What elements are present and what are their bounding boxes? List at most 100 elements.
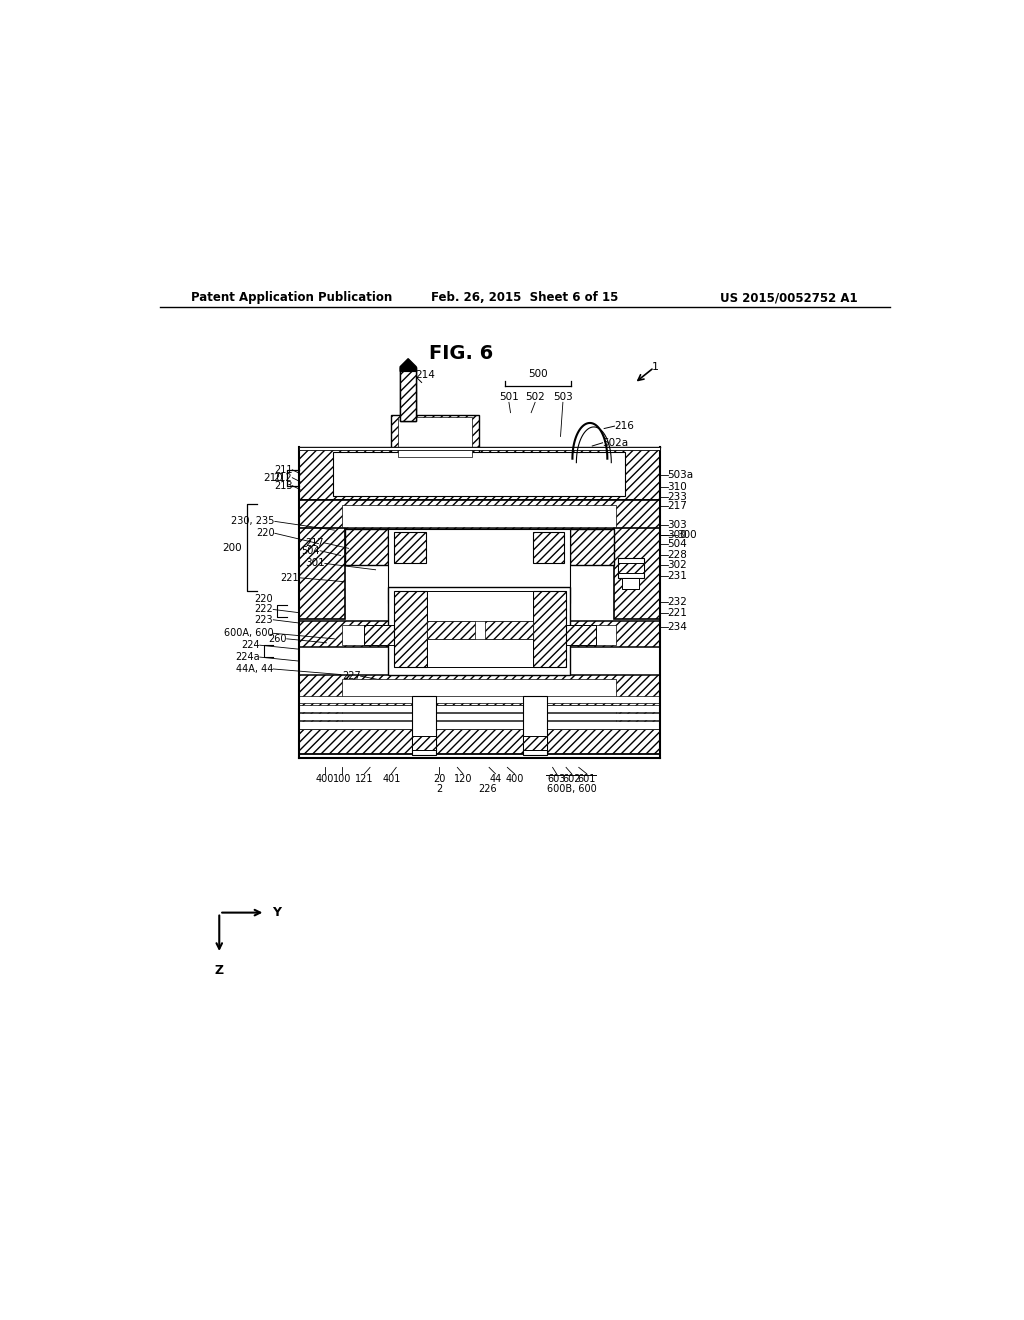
Text: 1: 1 <box>652 363 658 372</box>
Text: 601: 601 <box>578 775 596 784</box>
Bar <box>342 705 616 725</box>
Text: 234: 234 <box>668 622 687 632</box>
Text: 233: 233 <box>668 492 687 502</box>
Text: Patent Application Publication: Patent Application Publication <box>191 292 393 304</box>
Text: 600A, 600: 600A, 600 <box>223 628 273 639</box>
Text: 220: 220 <box>256 528 274 539</box>
Text: 221: 221 <box>668 607 687 618</box>
Text: 300: 300 <box>668 529 687 540</box>
Text: 216: 216 <box>614 421 634 432</box>
Bar <box>618 558 644 578</box>
Bar <box>400 367 416 421</box>
Bar <box>397 417 472 457</box>
Text: 221: 221 <box>280 573 299 582</box>
Bar <box>299 696 659 704</box>
Polygon shape <box>400 359 416 371</box>
Text: 502a: 502a <box>602 438 629 447</box>
Text: 214: 214 <box>416 370 435 380</box>
Text: 121: 121 <box>355 775 374 784</box>
Bar <box>299 675 659 700</box>
Text: 44A, 44: 44A, 44 <box>236 664 273 675</box>
Bar <box>364 626 397 645</box>
Bar <box>485 622 532 639</box>
Bar <box>523 696 547 755</box>
Bar <box>532 532 564 564</box>
Bar <box>613 528 659 619</box>
Text: US 2015/0052752 A1: US 2015/0052752 A1 <box>721 292 858 304</box>
Bar <box>523 735 547 750</box>
Text: 44: 44 <box>489 775 502 784</box>
Text: 501: 501 <box>499 392 519 401</box>
Text: 100: 100 <box>333 775 351 784</box>
Text: 212: 212 <box>273 473 292 483</box>
Text: 503: 503 <box>553 392 572 401</box>
Bar <box>570 529 613 565</box>
Bar <box>563 626 596 645</box>
Text: 228: 228 <box>668 549 687 560</box>
Bar <box>299 701 659 726</box>
Text: 230, 235: 230, 235 <box>231 516 274 527</box>
Bar <box>342 680 616 698</box>
Text: 231: 231 <box>668 572 687 581</box>
Bar <box>412 735 436 750</box>
Text: 603: 603 <box>548 775 565 784</box>
Text: 226: 226 <box>478 784 497 793</box>
Text: 224: 224 <box>241 640 260 651</box>
Text: 401: 401 <box>382 775 400 784</box>
Bar <box>394 532 426 564</box>
Text: 400: 400 <box>505 775 523 784</box>
Text: 400: 400 <box>315 775 334 784</box>
Text: 301: 301 <box>305 558 325 569</box>
Bar <box>391 414 479 458</box>
Text: 213: 213 <box>273 480 292 491</box>
Text: 217: 217 <box>668 502 687 511</box>
Text: 303: 303 <box>668 520 687 531</box>
Text: 300: 300 <box>677 529 696 540</box>
Bar <box>299 528 345 619</box>
Bar <box>394 591 427 667</box>
Text: 223: 223 <box>255 615 273 624</box>
Bar <box>622 578 639 589</box>
Bar <box>400 367 416 421</box>
Text: 217: 217 <box>305 537 324 548</box>
Bar <box>299 500 659 529</box>
Bar <box>532 591 566 667</box>
Bar <box>342 504 616 527</box>
Bar <box>299 713 659 719</box>
Text: 227: 227 <box>342 671 360 681</box>
Bar <box>299 449 659 500</box>
Text: 232: 232 <box>668 598 687 607</box>
Text: 260: 260 <box>268 634 287 644</box>
Bar <box>299 721 659 729</box>
Text: Feb. 26, 2015  Sheet 6 of 15: Feb. 26, 2015 Sheet 6 of 15 <box>431 292 618 304</box>
Text: Z: Z <box>215 964 224 977</box>
Bar <box>427 622 475 639</box>
Bar <box>412 696 436 755</box>
Text: 220: 220 <box>255 594 273 605</box>
Bar <box>342 626 616 645</box>
Text: FIG. 6: FIG. 6 <box>429 343 494 363</box>
Bar <box>299 729 659 754</box>
Text: 602: 602 <box>562 775 581 784</box>
Text: 600B, 600: 600B, 600 <box>547 784 597 793</box>
Bar <box>427 622 532 639</box>
Text: 120: 120 <box>454 775 472 784</box>
Text: 200: 200 <box>222 543 243 553</box>
Text: 504: 504 <box>301 545 321 556</box>
Bar <box>299 705 659 711</box>
Bar <box>388 587 570 675</box>
Text: 503a: 503a <box>668 470 694 479</box>
Text: 210: 210 <box>263 473 283 483</box>
Text: 2: 2 <box>436 784 442 793</box>
Text: Y: Y <box>271 906 281 919</box>
Bar <box>299 446 659 450</box>
Text: 224a: 224a <box>236 652 260 663</box>
Text: 20: 20 <box>433 775 445 784</box>
Text: 211: 211 <box>273 465 292 475</box>
Bar <box>388 529 570 603</box>
Bar <box>345 529 388 565</box>
Bar <box>427 591 532 667</box>
Text: 310: 310 <box>668 482 687 492</box>
Text: 504: 504 <box>668 540 687 549</box>
Text: 222: 222 <box>255 605 273 615</box>
